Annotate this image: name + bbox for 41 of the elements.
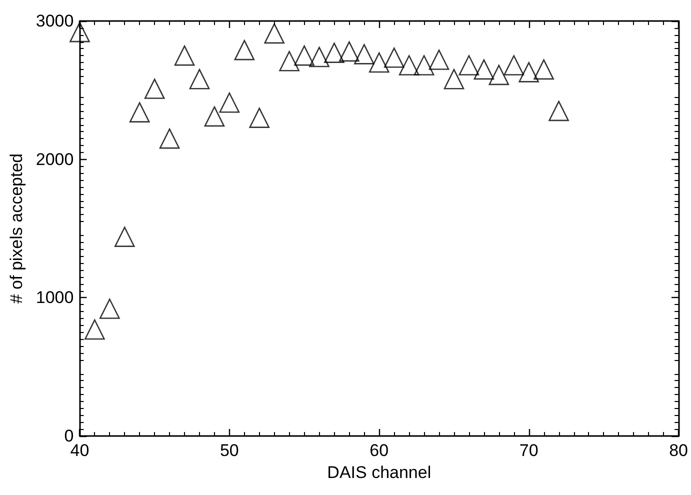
point — [474, 59, 494, 80]
point — [219, 92, 240, 113]
point — [548, 100, 569, 122]
point — [249, 108, 270, 128]
point — [174, 45, 195, 66]
point — [84, 319, 105, 340]
point — [488, 64, 510, 86]
x-tick-label: 60 — [370, 441, 389, 460]
point — [234, 40, 255, 60]
y-axis-title: # of pixels accepted — [7, 153, 26, 304]
point — [458, 55, 480, 76]
y-tick-label: 1000 — [36, 288, 74, 308]
x-tick-label: 50 — [220, 441, 239, 460]
point — [354, 44, 374, 64]
point — [204, 106, 225, 127]
point — [294, 45, 314, 66]
point — [159, 128, 180, 149]
point — [384, 48, 404, 68]
point — [339, 41, 360, 62]
point — [444, 68, 464, 90]
point — [129, 102, 150, 122]
x-tick-label: 70 — [519, 441, 538, 460]
x-tick-label: 80 — [669, 441, 688, 460]
y-tick-label: 2000 — [36, 150, 74, 169]
y-tick-label: 3000 — [36, 12, 74, 30]
point — [398, 55, 420, 76]
x-axis-title: DAIS channel — [327, 462, 432, 482]
point — [368, 52, 390, 73]
point — [264, 23, 284, 44]
point — [114, 226, 135, 247]
point — [279, 50, 300, 72]
point — [534, 59, 554, 80]
point — [144, 78, 165, 99]
point — [414, 55, 434, 76]
point — [189, 68, 210, 90]
point — [428, 50, 450, 70]
point — [504, 55, 524, 76]
point — [309, 46, 330, 68]
point — [324, 42, 344, 63]
point — [518, 62, 539, 82]
point — [100, 298, 120, 319]
